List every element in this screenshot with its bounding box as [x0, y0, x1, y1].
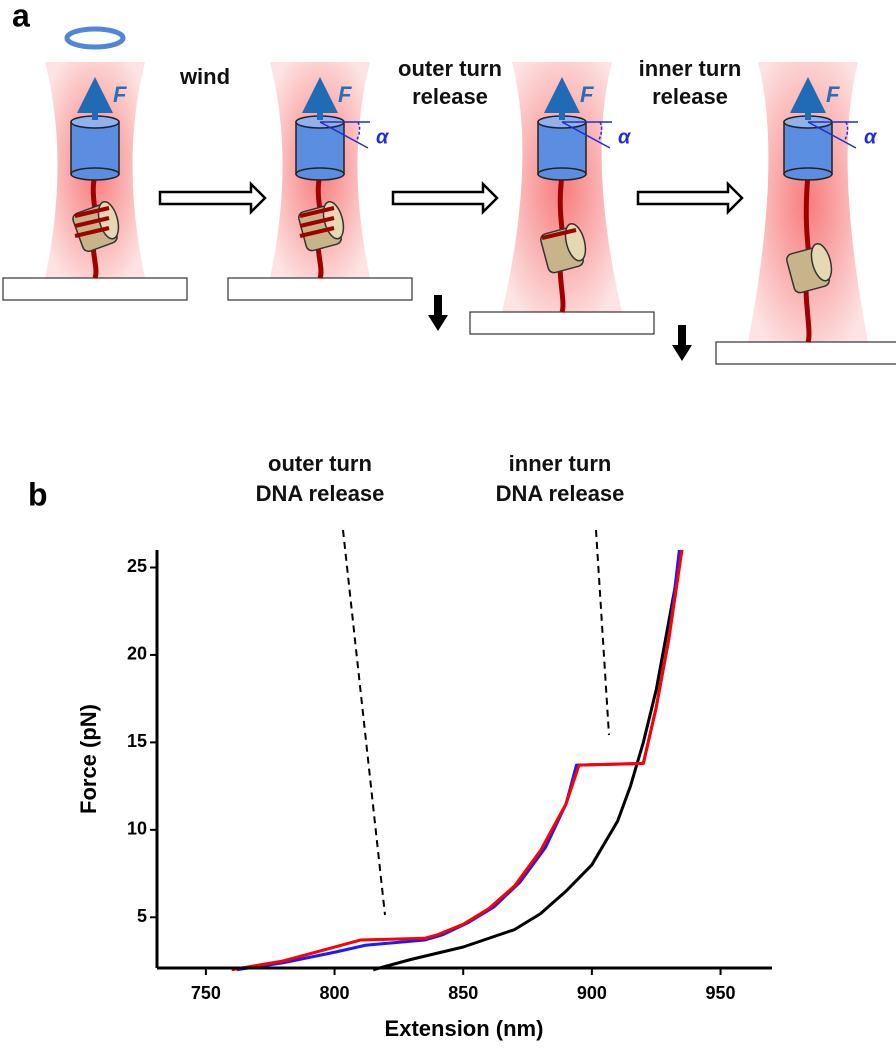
x-tick-label: 950 — [706, 983, 736, 1003]
angle-label: α — [376, 126, 390, 148]
x-axis-label: Extension (nm) — [385, 1016, 544, 1041]
dna-wrap — [299, 206, 335, 218]
bead-bottom — [537, 167, 587, 181]
step-arrow — [391, 180, 499, 216]
annotation: outer turn — [268, 451, 372, 476]
step-label: wind — [179, 64, 230, 89]
angle-label: α — [864, 126, 878, 148]
angle-arc — [843, 121, 849, 143]
data-line — [236, 549, 681, 972]
panel-label: a — [12, 0, 30, 33]
annotation: DNA release — [256, 481, 385, 506]
surface — [715, 341, 896, 365]
bead — [295, 121, 345, 175]
force-label: F — [113, 82, 127, 107]
step-label: outer turn — [398, 56, 502, 81]
step-arrow — [636, 180, 744, 216]
dna-wrap — [74, 206, 110, 218]
bead — [70, 121, 120, 175]
down-arrow — [672, 325, 692, 361]
step-label: release — [652, 84, 728, 109]
step-label: release — [412, 84, 488, 109]
bead-bottom — [70, 167, 120, 181]
dna-wrap — [541, 228, 577, 240]
bead-bottom — [295, 167, 345, 181]
surface — [2, 277, 188, 301]
angle-line — [319, 121, 369, 149]
force-label: F — [338, 82, 352, 107]
force-label: F — [580, 82, 594, 107]
y-tick-label: 5 — [137, 906, 147, 926]
panel-a: F Fα Fα Fα wind outer turn release inner turn re… — [2, 26, 896, 365]
data-line — [231, 549, 684, 972]
panel-label: b — [28, 476, 48, 512]
angle-line — [807, 121, 857, 149]
annotation: inner turn — [509, 451, 612, 476]
down-arrow — [428, 295, 448, 331]
step-label: inner turn — [639, 56, 742, 81]
step-arrow — [158, 180, 267, 216]
surface — [227, 277, 413, 301]
x-tick-label: 850 — [448, 983, 478, 1003]
bead — [783, 121, 833, 175]
x-tick-label: 800 — [320, 983, 350, 1003]
angle-line — [561, 121, 611, 149]
panel-b: b outer turn DNA release inner turn DNA … — [28, 451, 772, 1041]
y-axis-label: Force (pN) — [76, 704, 101, 814]
y-tick-label: 25 — [127, 556, 147, 576]
surface — [469, 311, 655, 335]
x-tick-label: 900 — [577, 983, 607, 1003]
angle-arc — [355, 121, 361, 143]
y-tick-label: 10 — [127, 819, 147, 839]
angle-arc — [597, 121, 603, 143]
angle-label: α — [618, 126, 632, 148]
force-label: F — [826, 82, 840, 107]
dna-wrap — [299, 216, 335, 228]
x-tick-label: 750 — [191, 983, 221, 1003]
annotation-line — [595, 529, 610, 736]
rotation-icon — [64, 26, 126, 50]
nucleosome-face — [810, 243, 833, 282]
annotation: DNA release — [496, 481, 625, 506]
bead-bottom — [783, 167, 833, 181]
y-tick-label: 15 — [127, 731, 147, 751]
y-tick-label: 20 — [127, 644, 147, 664]
bead — [537, 121, 587, 175]
data-line — [372, 549, 684, 972]
dna-wrap — [299, 226, 335, 238]
dna-wrap — [74, 216, 110, 228]
dna-wrap — [74, 226, 110, 238]
annotation-line — [342, 529, 386, 916]
